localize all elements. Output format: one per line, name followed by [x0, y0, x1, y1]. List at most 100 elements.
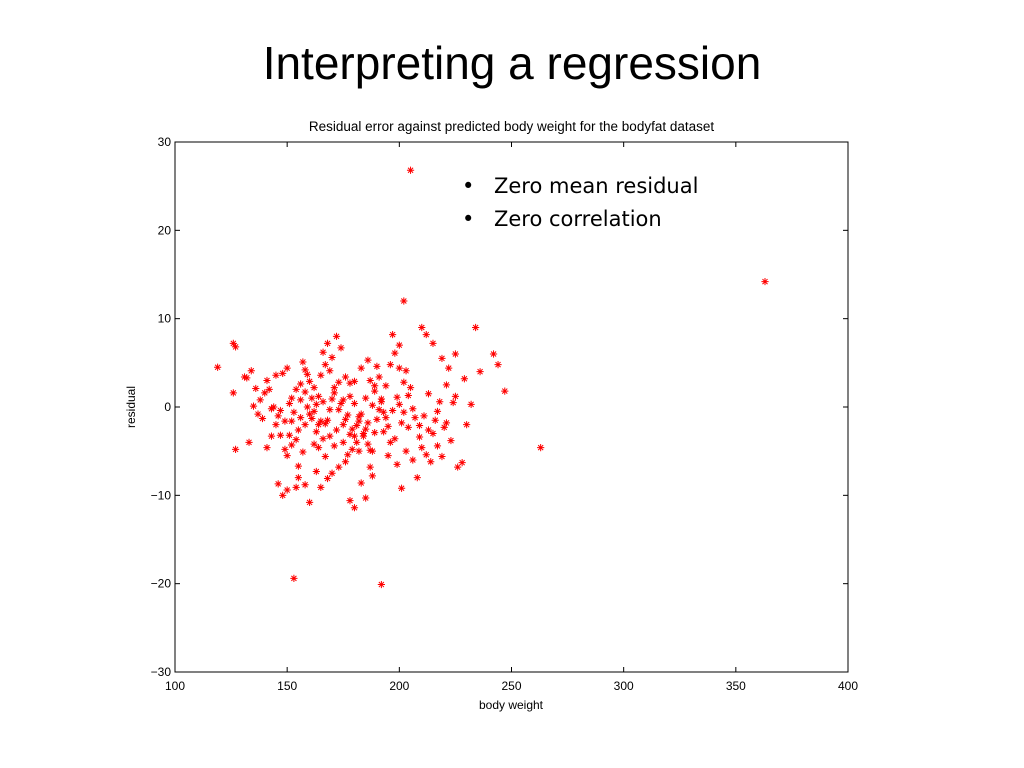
scatter-point — [283, 451, 291, 460]
scatter-point — [306, 498, 314, 506]
scatter-point — [384, 422, 392, 431]
scatter-point — [384, 451, 392, 460]
scatter-point — [301, 388, 309, 396]
scatter-point — [382, 414, 390, 422]
scatter-point — [447, 436, 455, 445]
scatter-point — [460, 375, 468, 383]
scatter-point — [317, 371, 325, 379]
scatter-point — [301, 366, 309, 374]
scatter-point — [476, 368, 484, 376]
scatter-point — [292, 483, 300, 491]
scatter-point — [380, 408, 388, 416]
scatter-point — [267, 405, 276, 413]
scatter-point — [312, 428, 320, 436]
scatter-point — [371, 387, 379, 395]
scatter-point — [366, 376, 374, 385]
scatter-point — [364, 440, 372, 448]
scatter-point — [400, 297, 408, 305]
scatter-point — [288, 417, 296, 425]
scatter-point — [335, 378, 343, 386]
scatter-point — [245, 438, 253, 446]
scatter-point — [357, 364, 365, 372]
scatter-point — [438, 452, 446, 461]
scatter-point — [445, 364, 453, 372]
scatter-point — [312, 400, 320, 408]
scatter-point — [404, 423, 412, 431]
scatter-point — [321, 452, 329, 461]
scatter-point — [274, 480, 282, 488]
scatter-point — [279, 369, 287, 378]
scatter-point — [366, 446, 374, 454]
scatter-point — [397, 484, 406, 492]
x-tick-label: 150 — [277, 679, 297, 693]
scatter-point — [418, 323, 426, 332]
scatter-point — [321, 420, 329, 428]
scatter-point — [274, 412, 282, 420]
scatter-point — [400, 378, 408, 386]
scatter-point — [467, 400, 475, 408]
scatter-point — [337, 344, 345, 352]
bullet-text: Zero mean residual — [494, 174, 699, 198]
scatter-point — [312, 467, 320, 476]
scatter-point — [263, 444, 271, 452]
scatter-point — [306, 410, 314, 418]
scatter-point — [258, 414, 267, 423]
scatter-point — [330, 442, 338, 450]
bullet-dot: • — [462, 207, 475, 231]
scatter-point — [319, 435, 327, 443]
scatter-point — [308, 414, 316, 423]
scatter-point — [339, 396, 347, 404]
scatter-point — [267, 432, 276, 440]
scatter-point — [290, 408, 298, 416]
x-tick-label: 400 — [838, 679, 858, 693]
scatter-point — [415, 433, 424, 441]
scatter-point — [337, 399, 345, 408]
scatter-point — [341, 415, 350, 423]
scatter-point — [319, 398, 327, 406]
x-tick-label: 350 — [726, 679, 746, 693]
scatter-point — [442, 419, 451, 427]
scatter-point — [436, 398, 444, 406]
scatter-point — [303, 403, 311, 411]
y-tick-label: −10 — [151, 488, 172, 502]
chart-title: Residual error against predicted body we… — [308, 119, 715, 134]
scatter-point — [297, 396, 305, 404]
scatter-point — [283, 486, 291, 494]
scatter-point — [391, 349, 399, 357]
scatter-point — [326, 432, 334, 440]
bullet-item: • Zero correlation — [462, 203, 698, 236]
scatter-point — [458, 459, 466, 467]
x-tick-label: 250 — [501, 679, 521, 693]
scatter-point — [229, 389, 237, 397]
scatter-point — [328, 469, 336, 477]
scatter-point — [373, 362, 381, 370]
scatter-point — [308, 394, 316, 402]
y-tick-label: 30 — [158, 135, 172, 149]
scatter-point — [243, 374, 251, 382]
scatter-point — [314, 392, 323, 400]
scatter-point — [463, 421, 471, 429]
scatter-point — [317, 483, 325, 491]
scatter-point — [297, 414, 305, 422]
scatter-point — [330, 389, 338, 397]
scatter-point — [433, 442, 442, 450]
scatter-point — [438, 354, 446, 363]
scatter-point — [424, 390, 433, 398]
scatter-point — [494, 361, 502, 369]
scatter-point — [231, 343, 240, 351]
scatter-point — [418, 444, 426, 452]
x-tick-label: 300 — [614, 679, 634, 693]
scatter-point — [406, 166, 415, 174]
scatter-point — [328, 353, 336, 362]
scatter-point — [330, 383, 338, 392]
y-tick-label: −30 — [151, 665, 172, 679]
scatter-point — [393, 393, 401, 401]
scatter-point — [386, 361, 394, 369]
scatter-point — [442, 381, 451, 389]
scatter-point — [326, 406, 334, 414]
scatter-point — [292, 436, 300, 444]
scatter-point — [489, 350, 498, 358]
scatter-point — [368, 447, 377, 455]
scatter-point — [350, 377, 359, 385]
